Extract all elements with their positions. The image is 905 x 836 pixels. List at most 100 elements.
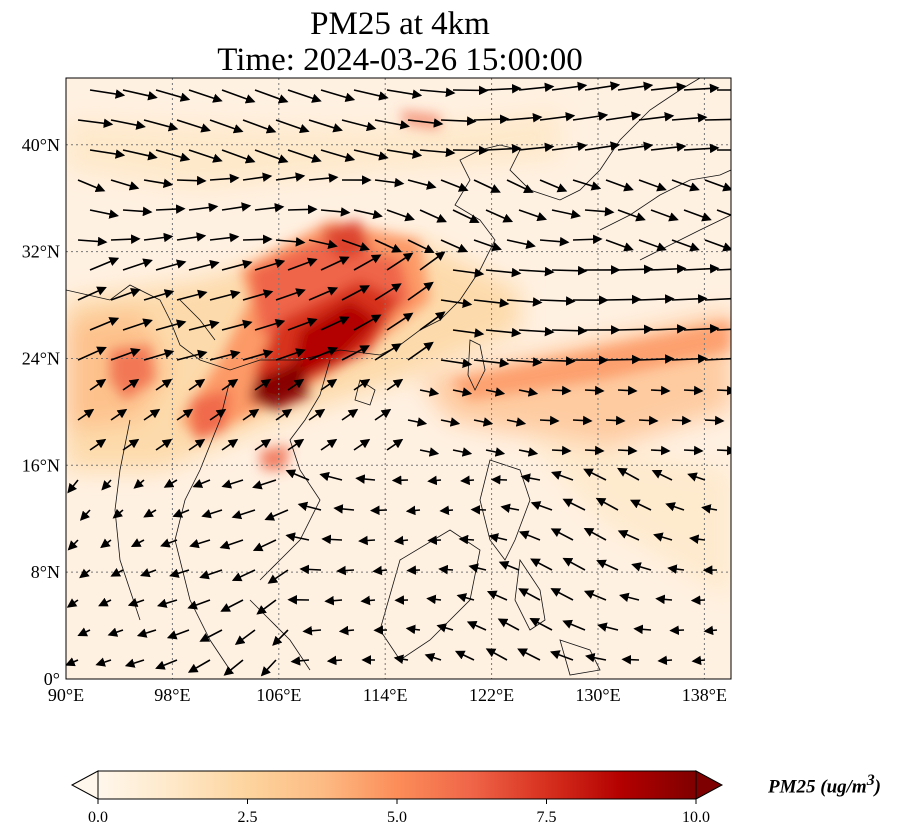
wind-arrow	[209, 408, 227, 421]
wind-arrow	[458, 534, 475, 545]
wind-arrow	[486, 590, 508, 601]
wind-arrow	[386, 89, 423, 99]
wind-arrow	[485, 143, 522, 154]
wind-arrow	[188, 438, 206, 451]
wind-arrow	[704, 415, 725, 426]
wind-arrow	[470, 504, 487, 515]
wind-arrow	[308, 346, 339, 361]
wind-arrow	[122, 438, 140, 451]
wind-arrow	[89, 317, 120, 331]
wind-arrow	[176, 408, 194, 421]
wind-arrow	[427, 535, 442, 545]
wind-arrow	[308, 239, 338, 250]
wind-arrow	[353, 209, 383, 220]
wind-arrow	[221, 378, 239, 391]
wind-arrow	[299, 564, 322, 575]
wind-arrow	[353, 149, 389, 161]
wind-arrow	[79, 568, 91, 579]
wind-arrow	[691, 655, 706, 666]
coastlines	[66, 78, 731, 676]
wind-arrow	[440, 298, 473, 308]
wind-arrow	[485, 209, 514, 223]
wind-arrow	[242, 289, 274, 301]
wind-arrow	[209, 119, 244, 134]
wind-arrow	[353, 89, 389, 101]
wind-arrow	[595, 497, 619, 511]
wind-arrow	[440, 417, 461, 427]
wind-arrow	[485, 447, 506, 457]
lon-tick-label: 106°E	[256, 685, 301, 705]
wind-arrow	[89, 257, 120, 271]
wind-arrow	[169, 568, 190, 578]
wind-arrow	[374, 239, 402, 253]
lat-tick-label: 8°N	[31, 562, 60, 582]
wind-arrow	[530, 501, 553, 511]
wind-arrow	[254, 378, 272, 391]
wind-arrow	[386, 252, 414, 271]
lat-tick-label: 24°N	[22, 348, 60, 368]
wind-arrow	[424, 652, 442, 663]
wind-arrow	[473, 114, 510, 125]
wind-arrow	[260, 659, 277, 677]
wind-arrow	[517, 648, 541, 661]
wind-arrow	[605, 354, 642, 365]
wind-arrow	[562, 619, 586, 631]
wind-arrow	[336, 565, 355, 576]
wind-vectors	[66, 81, 731, 677]
wind-arrow	[419, 387, 440, 397]
wind-arrow	[324, 595, 343, 606]
wind-arrow	[550, 588, 574, 601]
longitude-tick-labels: 90°E 98°E 106°E 114°E 122°E 130°E 138°E	[48, 685, 727, 705]
wind-arrow	[95, 657, 112, 667]
wind-arrow	[518, 326, 555, 337]
wind-arrow	[407, 341, 434, 361]
wind-arrow	[308, 119, 343, 133]
wind-arrow	[122, 318, 153, 331]
wind-arrow	[77, 627, 91, 637]
wind-arrow	[176, 349, 208, 361]
wind-arrow	[485, 387, 506, 397]
colorbar-bar	[97, 770, 697, 800]
colorbar-title: PM25 (ug/m3)	[768, 772, 881, 798]
wind-arrow	[79, 509, 91, 521]
wind-arrow	[122, 206, 153, 217]
wind-arrow	[209, 349, 241, 361]
wind-arrow	[473, 179, 501, 193]
wind-arrow	[650, 324, 687, 334]
wind-arrow	[77, 236, 108, 247]
wind-arrow	[320, 207, 351, 217]
wind-arrow	[275, 288, 306, 301]
wind-arrow	[617, 324, 654, 335]
wind-arrow	[275, 172, 306, 182]
wind-arrow	[690, 595, 706, 605]
lon-tick-label: 90°E	[48, 685, 84, 705]
wind-arrow	[242, 234, 273, 245]
wind-arrow	[716, 268, 731, 271]
wind-arrow	[89, 209, 119, 219]
wind-arrow	[452, 85, 489, 96]
wind-arrow	[110, 348, 141, 361]
wind-arrow	[143, 349, 175, 361]
wind-arrow	[551, 141, 588, 152]
wind-arrow	[452, 209, 480, 224]
wind-arrow	[703, 625, 718, 636]
wind-arrow	[407, 239, 435, 254]
wind-arrow	[638, 415, 659, 426]
wind-arrow	[231, 569, 256, 582]
wind-arrow	[155, 378, 173, 391]
wind-arrow	[231, 509, 256, 520]
wind-arrow	[485, 83, 522, 94]
wind-arrow	[353, 438, 371, 451]
wind-arrow	[485, 327, 522, 338]
colorbar: 0.0 2.5 5.0 7.5 10.0	[70, 770, 724, 826]
wind-arrow	[267, 569, 289, 584]
wind-arrow	[490, 474, 508, 485]
colorbar-tick-label: 5.0	[387, 809, 407, 826]
wind-arrow	[657, 655, 673, 666]
latitude-tick-labels: 0° 8°N 16°N 24°N 32°N 40°N	[22, 135, 60, 689]
wind-arrow	[187, 599, 211, 610]
wind-arrow	[143, 178, 174, 189]
wind-arrow	[254, 318, 286, 331]
wind-arrow	[252, 479, 277, 490]
wind-arrow	[584, 385, 605, 396]
